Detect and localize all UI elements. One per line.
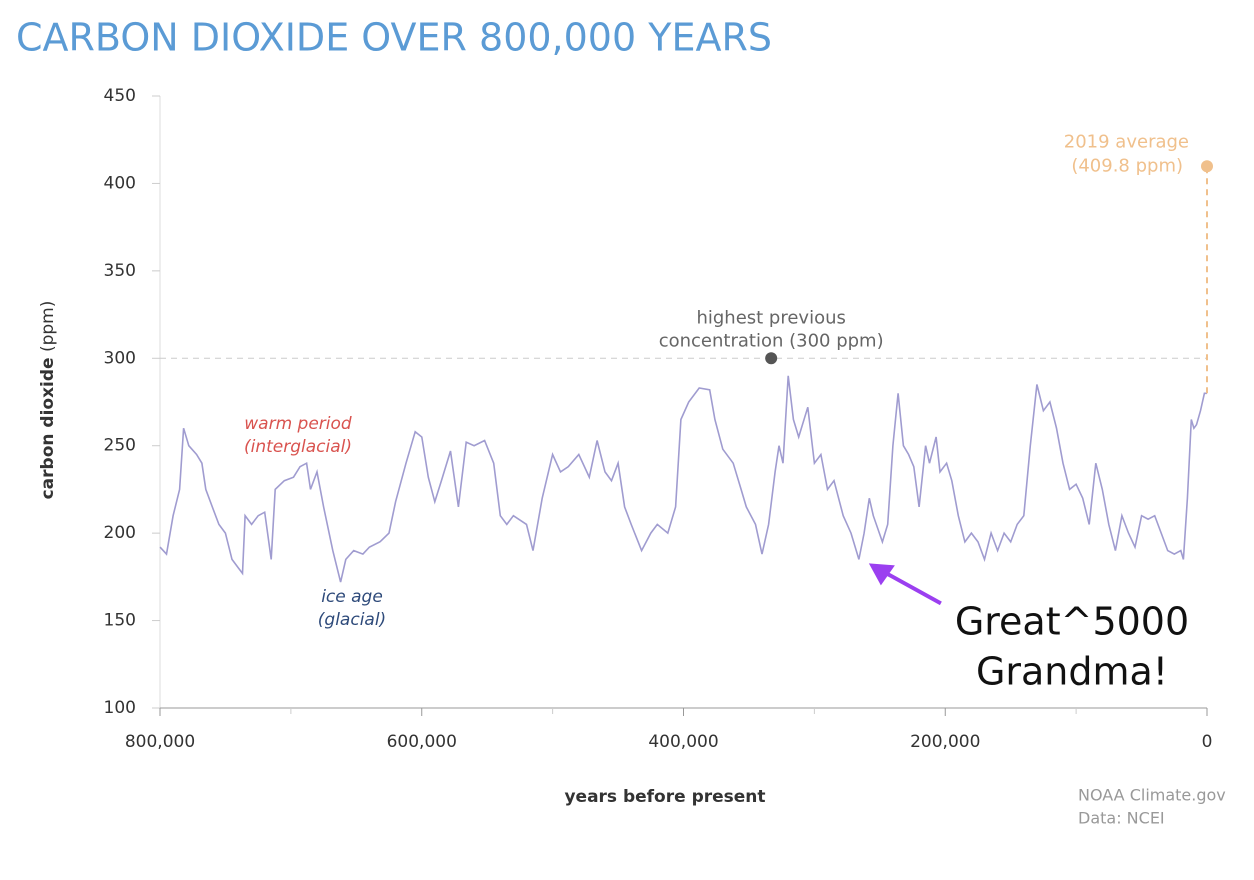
annotation: ice age — [321, 587, 383, 607]
annotation: (glacial) — [318, 610, 386, 630]
annotation: warm period — [244, 414, 352, 434]
source: Data: NCEI — [1078, 809, 1165, 828]
annotation: (interglacial) — [244, 437, 352, 457]
y-tick-label: 250 — [104, 436, 136, 456]
y-tick-label: 300 — [104, 348, 136, 368]
callout-arrow — [881, 569, 942, 606]
latest-point — [1201, 160, 1213, 173]
annotation: concentration (300 ppm) — [659, 330, 884, 351]
y-tick-label: 100 — [104, 698, 136, 718]
y-tick-label: 350 — [104, 261, 136, 281]
highlight-point — [765, 352, 778, 365]
annotation: highest previous — [696, 307, 845, 328]
y-axis-label: carbon dioxide (ppm) — [38, 301, 58, 500]
x-tick-label: 400,000 — [648, 732, 718, 752]
x-axis-label: years before present — [564, 787, 765, 807]
data-line — [159, 375, 1207, 583]
annotation: 2019 average — [1064, 131, 1189, 152]
x-tick-label: 200,000 — [910, 732, 980, 752]
callout-text: Grandma! — [976, 650, 1168, 694]
annotation: (409.8 ppm) — [1071, 155, 1183, 176]
callout-text: Great^5000 — [955, 600, 1189, 644]
y-tick-label: 150 — [104, 611, 136, 631]
y-label-unit: (ppm) — [38, 301, 58, 352]
y-tick-label: 400 — [104, 173, 136, 193]
x-tick-label: 0 — [1202, 732, 1213, 752]
chart-title: CARBON DIOXIDE OVER 800,000 YEARS — [16, 16, 772, 60]
y-label-main: carbon dioxide — [38, 357, 58, 499]
y-tick-label: 450 — [104, 86, 136, 106]
callout-arrowhead — [868, 563, 895, 586]
x-tick-label: 800,000 — [125, 732, 195, 752]
y-tick-label: 200 — [104, 523, 136, 543]
x-tick-label: 600,000 — [387, 732, 457, 752]
source: NOAA Climate.gov — [1078, 786, 1226, 805]
